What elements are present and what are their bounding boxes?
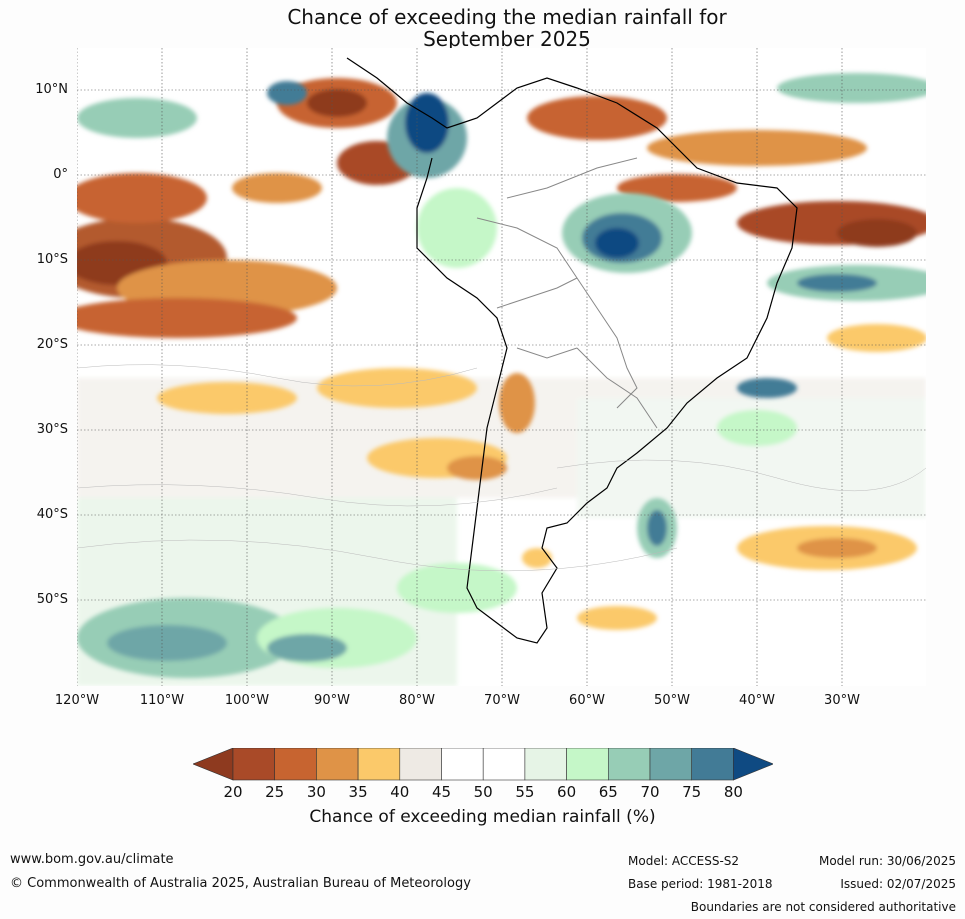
lat-label-10s: 10°S: [36, 252, 68, 267]
lon-label-50w: 50°W: [654, 693, 690, 708]
colorbar-tick-label: 25: [265, 783, 285, 801]
lat-label-10n: 10°N: [35, 82, 68, 97]
lon-label-70w: 70°W: [484, 693, 520, 708]
lon-label-40w: 40°W: [739, 693, 775, 708]
map-title-line2: September 2025: [423, 27, 591, 51]
south-america-coastline: [346, 57, 798, 644]
colorbar-swatch: [691, 747, 734, 781]
colorbar-tick-label: 75: [682, 783, 702, 801]
lon-label-60w: 60°W: [569, 693, 605, 708]
colorbar-swatch: [441, 747, 484, 781]
colorbar-tick-label: 40: [390, 783, 410, 801]
colorbar-swatch: [357, 747, 401, 781]
rainfall-probability-map: [77, 48, 926, 686]
colorbar-tick-label: 70: [640, 783, 660, 801]
colorbar-swatch: [482, 747, 526, 781]
base-period: Base period: 1981-2018: [628, 877, 773, 891]
colorbar-tick-label: 65: [598, 783, 618, 801]
model-name: Model: ACCESS-S2: [628, 854, 740, 868]
colorbar: [192, 747, 775, 786]
colorbar-swatch: [524, 747, 567, 781]
lat-label-50s: 50°S: [36, 592, 68, 607]
colorbar-swatch: [566, 747, 609, 781]
lon-label-110w: 110°W: [139, 693, 185, 708]
issued-date: Issued: 02/07/2025: [840, 877, 956, 891]
colorbar-swatch: [399, 747, 442, 781]
colorbar-tick-label: 45: [431, 783, 452, 801]
boundary-disclaimer: Boundaries are not considered authoritat…: [690, 900, 956, 914]
lat-label-20s: 20°S: [36, 337, 68, 352]
colorbar-tick-label: 50: [473, 783, 493, 801]
colorbar-swatch: [649, 747, 693, 781]
colorbar-high-arrow: [733, 747, 775, 781]
map-title-line1: Chance of exceeding the median rainfall …: [287, 5, 727, 29]
lat-label-40s: 40°S: [36, 507, 68, 522]
lon-label-80w: 80°W: [399, 693, 435, 708]
colorbar-tick-label: 20: [223, 783, 243, 801]
lon-label-30w: 30°W: [824, 693, 860, 708]
copyright-text: © Commonwealth of Australia 2025, Austra…: [10, 876, 471, 891]
lat-label-30s: 30°S: [36, 422, 68, 437]
lon-label-120w: 120°W: [54, 693, 100, 708]
colorbar-swatch: [316, 747, 359, 781]
lat-label-0: 0°: [53, 167, 68, 182]
colorbar-swatch: [607, 747, 651, 781]
colorbar-swatch: [232, 747, 276, 781]
colorbar-swatches: [192, 747, 775, 781]
website-link[interactable]: www.bom.gov.au/climate: [10, 852, 174, 867]
colorbar-low-arrow: [192, 747, 234, 781]
colorbar-tick-label: 35: [348, 783, 368, 801]
lon-label-100w: 100°W: [224, 693, 270, 708]
colorbar-tick-label: 80: [723, 783, 743, 801]
colorbar-label: Chance of exceeding median rainfall (%): [309, 807, 656, 827]
colorbar-tick-label: 55: [515, 783, 535, 801]
colorbar-tick-label: 30: [306, 783, 326, 801]
lon-label-90w: 90°W: [314, 693, 350, 708]
colorbar-tick-label: 60: [557, 783, 577, 801]
model-run-date: Model run: 30/06/2025: [818, 854, 956, 868]
colorbar-swatch: [274, 747, 317, 781]
rainfall-map: [77, 48, 926, 686]
